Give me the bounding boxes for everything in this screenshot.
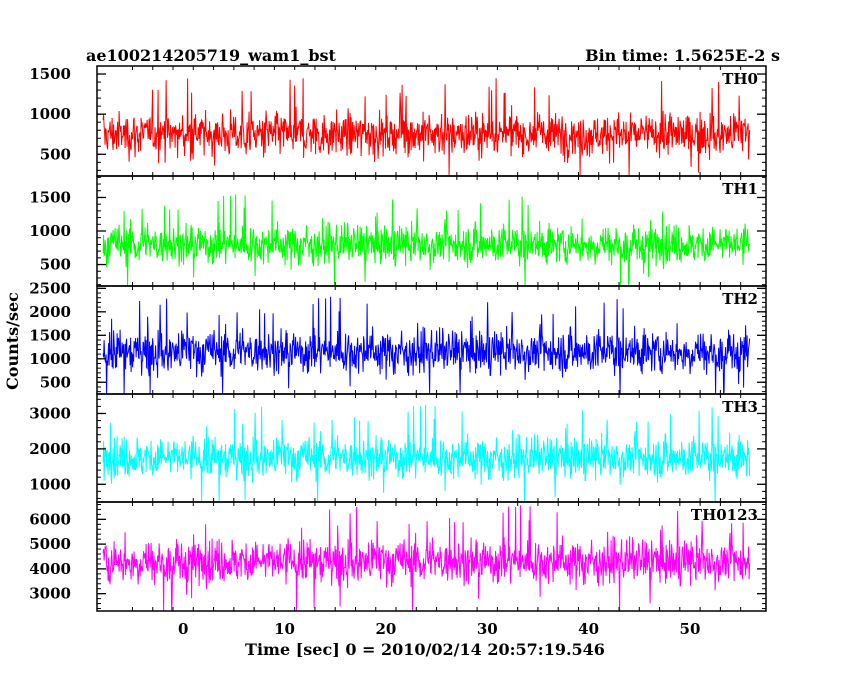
panel-label: TH0 — [722, 70, 758, 88]
panel-th3: 1000 2000 3000 TH3 — [29, 393, 767, 503]
panel-stack: 500 1000 1500 TH0 500 1000 1500 TH1 500 1000 1500 2… — [29, 65, 767, 612]
panel-label: TH3 — [722, 398, 758, 416]
x-axis-label: Time [sec] 0 = 2010/02/14 20:57:19.546 — [245, 640, 605, 659]
x-tick-label: 40 — [578, 620, 599, 638]
panel-label: TH2 — [722, 290, 758, 308]
y-tick-label: 2000 — [29, 440, 71, 458]
panel-th0: 500 1000 1500 TH0 — [29, 65, 767, 177]
y-tick-label: 500 — [40, 256, 71, 274]
y-tick-label: 1000 — [29, 105, 71, 123]
y-tick-label: 2500 — [29, 279, 71, 297]
x-tick-label: 30 — [477, 620, 498, 638]
y-tick-label: 1000 — [29, 350, 71, 368]
panel-frame — [96, 501, 767, 612]
x-tick-label: 20 — [375, 620, 396, 638]
panel-th0123: 3000 4000 5000 6000 TH0123 — [29, 501, 767, 612]
y-tick-label: 1500 — [29, 326, 71, 344]
y-tick-label: 1500 — [29, 65, 71, 83]
panel-label: TH0123 — [691, 506, 758, 524]
y-tick-label: 5000 — [29, 535, 71, 553]
panel-label: TH1 — [722, 180, 758, 198]
panel-th2: 500 1000 1500 2000 2500 TH2 — [29, 279, 767, 395]
series-th3 — [102, 404, 751, 502]
x-tick-label: 10 — [274, 620, 295, 638]
y-tick-label: 2000 — [29, 303, 71, 321]
panel-frame — [96, 175, 767, 287]
series-th0 — [102, 78, 751, 176]
x-tick-label: 50 — [680, 620, 701, 638]
bin-time-label: Bin time: 1.5625E-2 s — [585, 46, 780, 65]
y-axis-label: Counts/sec — [3, 292, 22, 390]
y-tick-label: 1000 — [29, 222, 71, 240]
series-th2 — [102, 296, 751, 394]
chart-title: ae100214205719_wam1_bst — [86, 46, 337, 65]
series-th0123 — [102, 505, 751, 611]
panel-th1: 500 1000 1500 TH1 — [29, 175, 767, 287]
y-tick-label: 3000 — [29, 585, 71, 603]
series-th1 — [102, 194, 751, 286]
y-tick-label: 4000 — [29, 560, 71, 578]
y-tick-label: 6000 — [29, 510, 71, 528]
y-tick-label: 500 — [40, 145, 71, 163]
y-tick-label: 1500 — [29, 188, 71, 206]
x-tick-label: 0 — [178, 620, 188, 638]
y-tick-label: 3000 — [29, 404, 71, 422]
x-axis: 0 10 20 30 40 50 — [178, 620, 700, 638]
y-tick-label: 500 — [40, 373, 71, 391]
y-tick-label: 1000 — [29, 475, 71, 493]
